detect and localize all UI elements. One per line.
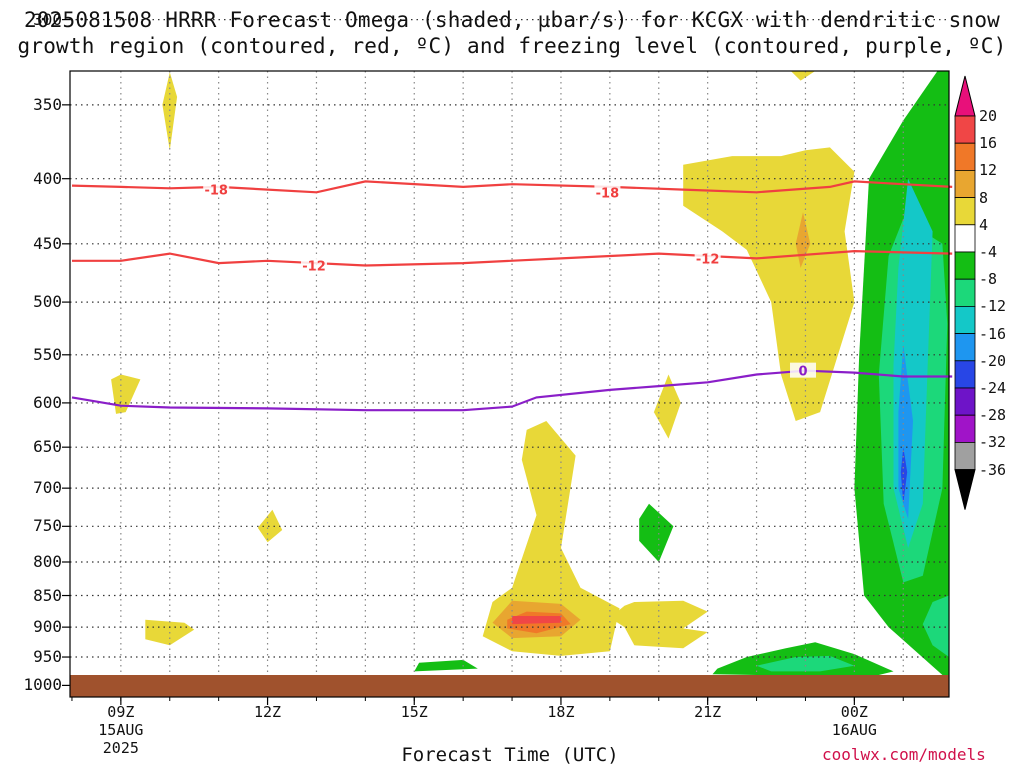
ytick-label-850: 850 xyxy=(33,585,62,605)
colorbar-swatch xyxy=(954,115,976,144)
omega-region-3 xyxy=(257,509,283,543)
colorbar-label: 4 xyxy=(979,215,989,234)
colorbar-label: 20 xyxy=(979,107,998,125)
colorbar-swatch xyxy=(954,278,976,307)
colorbar-label: -32 xyxy=(979,433,1007,452)
xtick-label-18Z: 18Z xyxy=(547,703,575,721)
colorbar-label: -24 xyxy=(979,379,1007,397)
source-credit: coolwx.com/models xyxy=(822,745,986,764)
ytick-label-400: 400 xyxy=(33,168,62,188)
ytick-label-700: 700 xyxy=(33,478,62,498)
contour--18 xyxy=(71,180,953,194)
omega-region-11 xyxy=(639,503,674,562)
colorbar-swatch xyxy=(954,333,976,362)
plot-frame xyxy=(69,70,950,698)
colorbar-label: -12 xyxy=(979,297,1007,316)
colorbar-label: -28 xyxy=(979,406,1007,425)
ytick-label-500: 500 xyxy=(33,292,62,312)
omega-region-1 xyxy=(162,72,178,151)
colorbar-swatch xyxy=(954,360,976,389)
omega-region-10 xyxy=(653,374,681,439)
xtick-label-15Z: 15Z xyxy=(400,703,428,721)
omega-region-9 xyxy=(609,600,708,649)
omega-region-25 xyxy=(756,655,855,672)
colorbar-swatch xyxy=(954,251,976,280)
temperature-contours: -18 -18 -12 -12 0 xyxy=(71,180,953,412)
contour-label-bg xyxy=(790,362,817,378)
omega-region-12 xyxy=(414,659,478,672)
colorbar-top-arrow xyxy=(954,75,976,117)
omega-colorbar xyxy=(954,75,976,510)
contour-label--18: -18 xyxy=(596,186,620,201)
omega-region-13 xyxy=(683,147,855,421)
ytick-label-750: 750 xyxy=(33,516,62,536)
omega-region-15 xyxy=(790,71,830,81)
omega-shading-layer xyxy=(111,71,949,675)
colorbar-swatch xyxy=(954,142,976,171)
contour-0 xyxy=(71,369,953,412)
chart-title-line-2: growth region (contoured, red, ºC) and f… xyxy=(17,34,1007,58)
contour-label-bg xyxy=(594,184,621,200)
contour--12 xyxy=(72,249,953,267)
omega-region-8 xyxy=(512,616,561,625)
contour-label--18: -18 xyxy=(204,184,228,199)
colorbar-swatch xyxy=(954,305,976,334)
ytick-label-550: 550 xyxy=(33,344,62,364)
colorbar-label: 12 xyxy=(979,161,998,180)
colorbar-swatch xyxy=(954,414,976,443)
xtick-label-21Z: 21Z xyxy=(694,703,722,721)
xtick-date-label: 15AUG xyxy=(98,721,144,739)
colorbar-swatch xyxy=(954,169,976,198)
omega-region-5 xyxy=(482,421,620,656)
ytick-label-900: 900 xyxy=(33,617,62,637)
chart-title-line-1: 2025081508 HRRR Forecast Omega (shaded, … xyxy=(23,8,1001,32)
contour-label-0: 0 xyxy=(798,365,807,380)
colorbar-label: 8 xyxy=(979,188,989,207)
contour-label--12: -12 xyxy=(696,252,720,267)
ytick-label-1000: 1000 xyxy=(23,675,62,695)
colorbar-label: -20 xyxy=(979,351,1007,370)
contour-label-bg xyxy=(694,250,721,266)
axis-ticks xyxy=(62,19,904,705)
ytick-label-600: 600 xyxy=(33,392,62,412)
omega-region-0 xyxy=(111,374,141,414)
colorbar-swatch xyxy=(954,387,976,416)
colorbar-swatch xyxy=(954,224,976,253)
contour-label-bg xyxy=(203,181,230,197)
ground-surface-strip xyxy=(70,675,949,697)
colorbar-bottom-arrow xyxy=(954,469,976,510)
contour-label-bg xyxy=(301,257,328,273)
colorbar-label: -36 xyxy=(979,460,1007,479)
horizontal-grid xyxy=(70,19,949,658)
omega-region-23 xyxy=(922,595,949,657)
ytick-label-300: 300 xyxy=(33,9,62,29)
xtick-label-00Z: 00Z xyxy=(840,703,868,721)
colorbar-label: -16 xyxy=(979,324,1007,343)
ytick-label-950: 950 xyxy=(33,647,62,667)
contour-label--12: -12 xyxy=(302,260,326,275)
ytick-label-450: 450 xyxy=(33,233,62,253)
ytick-label-650: 650 xyxy=(33,437,62,457)
xtick-date-label: 16AUG xyxy=(831,721,877,739)
xtick-label-12Z: 12Z xyxy=(254,703,282,721)
colorbar-label: -4 xyxy=(979,243,998,261)
omega-region-14 xyxy=(795,212,811,268)
ytick-label-350: 350 xyxy=(33,94,62,114)
colorbar-swatch xyxy=(954,441,976,470)
colorbar-swatch xyxy=(954,197,976,226)
xtick-date-label: 2025 xyxy=(102,739,139,757)
ytick-label-800: 800 xyxy=(33,552,62,571)
xtick-label-09Z: 09Z xyxy=(107,703,135,721)
x-axis-title: Forecast Time (UTC) xyxy=(401,744,619,766)
colorbar-label: 16 xyxy=(979,134,998,153)
omega-region-22 xyxy=(900,447,908,504)
colorbar-label: -8 xyxy=(979,270,998,289)
